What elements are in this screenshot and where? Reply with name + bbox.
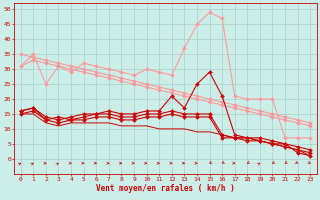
X-axis label: Vent moyen/en rafales ( km/h ): Vent moyen/en rafales ( km/h ) [96,184,235,193]
